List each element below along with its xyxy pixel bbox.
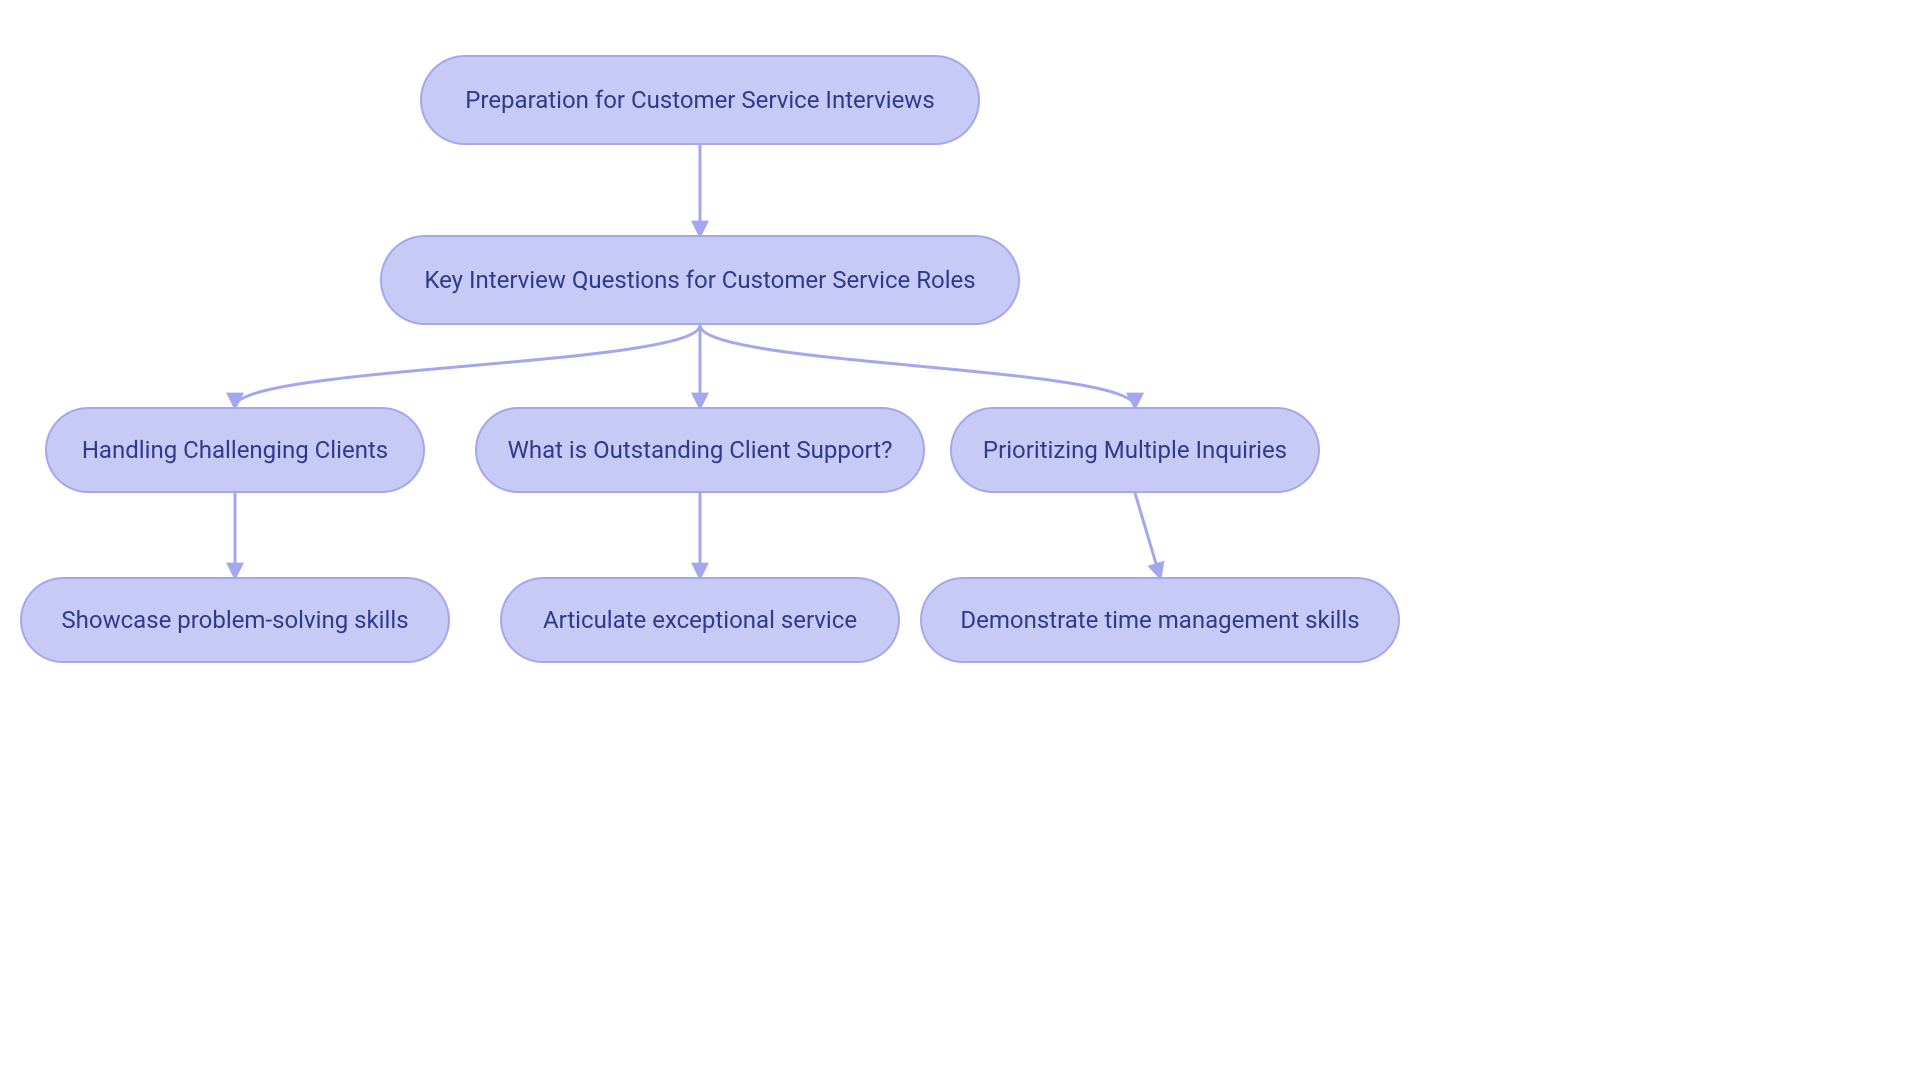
node-n2: Handling Challenging Clients	[45, 407, 425, 493]
node-label: Handling Challenging Clients	[82, 436, 388, 464]
node-n0: Preparation for Customer Service Intervi…	[420, 55, 980, 145]
node-label: Prioritizing Multiple Inquiries	[983, 436, 1287, 464]
flowchart-canvas: Preparation for Customer Service Intervi…	[0, 0, 1920, 1083]
node-label: Key Interview Questions for Customer Ser…	[424, 266, 975, 294]
node-n5: Showcase problem-solving skills	[20, 577, 450, 663]
node-label: Preparation for Customer Service Intervi…	[465, 86, 934, 114]
node-label: Showcase problem-solving skills	[61, 606, 408, 634]
node-label: Demonstrate time management skills	[960, 606, 1359, 634]
node-n4: Prioritizing Multiple Inquiries	[950, 407, 1320, 493]
node-n6: Articulate exceptional service	[500, 577, 900, 663]
node-n3: What is Outstanding Client Support?	[475, 407, 925, 493]
node-label: What is Outstanding Client Support?	[508, 436, 893, 464]
node-label: Articulate exceptional service	[543, 606, 857, 634]
node-n1: Key Interview Questions for Customer Ser…	[380, 235, 1020, 325]
edges-layer	[0, 0, 1920, 1083]
edge-n1-n4	[700, 325, 1135, 407]
node-n7: Demonstrate time management skills	[920, 577, 1400, 663]
edge-n4-n7	[1135, 493, 1160, 577]
edge-n1-n2	[235, 325, 700, 407]
